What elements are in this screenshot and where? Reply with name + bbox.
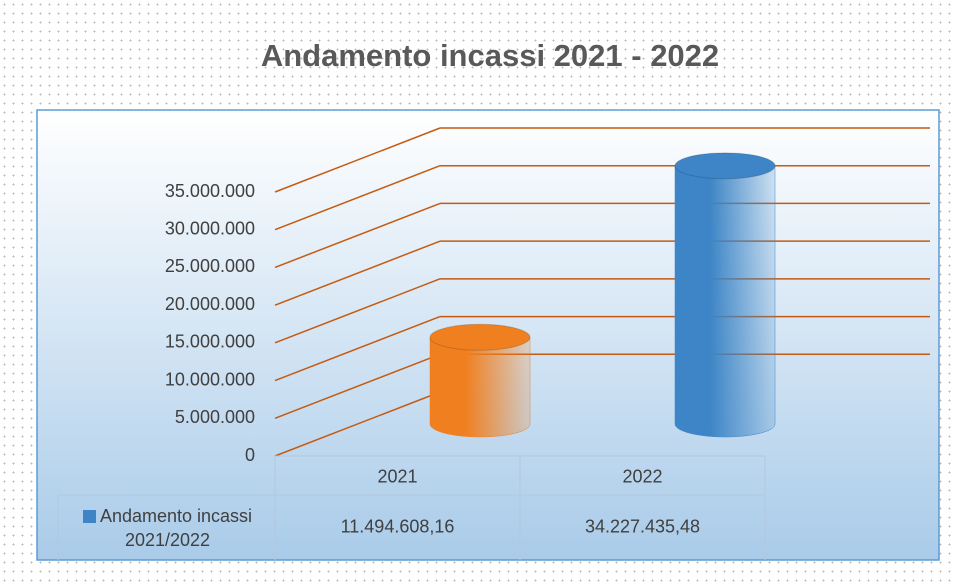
bar-body [429,337,531,438]
x-tick-label: 2022 [622,466,662,486]
y-tick-label: 10.000.000 [165,369,255,389]
grid-line [274,353,441,419]
y-tick-label: 5.000.000 [175,407,255,427]
legend-label: Andamento incassi 2021/2022 [99,506,253,550]
y-tick-label: 20.000.000 [165,294,255,314]
chart-title: Andamento incassi 2021 - 2022 [261,38,719,73]
grid-line [274,240,441,306]
y-tick-label: 0 [245,445,255,465]
data-label: 11.494.608,16 [341,516,455,536]
grid-line [274,315,441,382]
bar [674,152,776,438]
legend-swatch [82,510,96,523]
x-tick-label: 2021 [377,466,417,486]
bar-top [429,323,531,351]
grid-line [274,391,441,457]
bar-body [674,165,776,438]
y-tick-label: 30.000.000 [165,218,255,238]
legend: Andamento incassi 2021/2022 [60,498,275,558]
y-tick-label: 15.000.000 [165,332,255,352]
bar [429,323,531,438]
y-tick-label: 35.000.000 [165,181,255,201]
grid-line [274,127,441,193]
data-label: 34.227.435,48 [585,516,700,536]
y-tick-label: 25.000.000 [165,256,255,276]
grid-line [274,165,441,231]
grid-line [274,278,441,344]
grid-line [274,202,441,269]
bar-top [674,152,776,180]
